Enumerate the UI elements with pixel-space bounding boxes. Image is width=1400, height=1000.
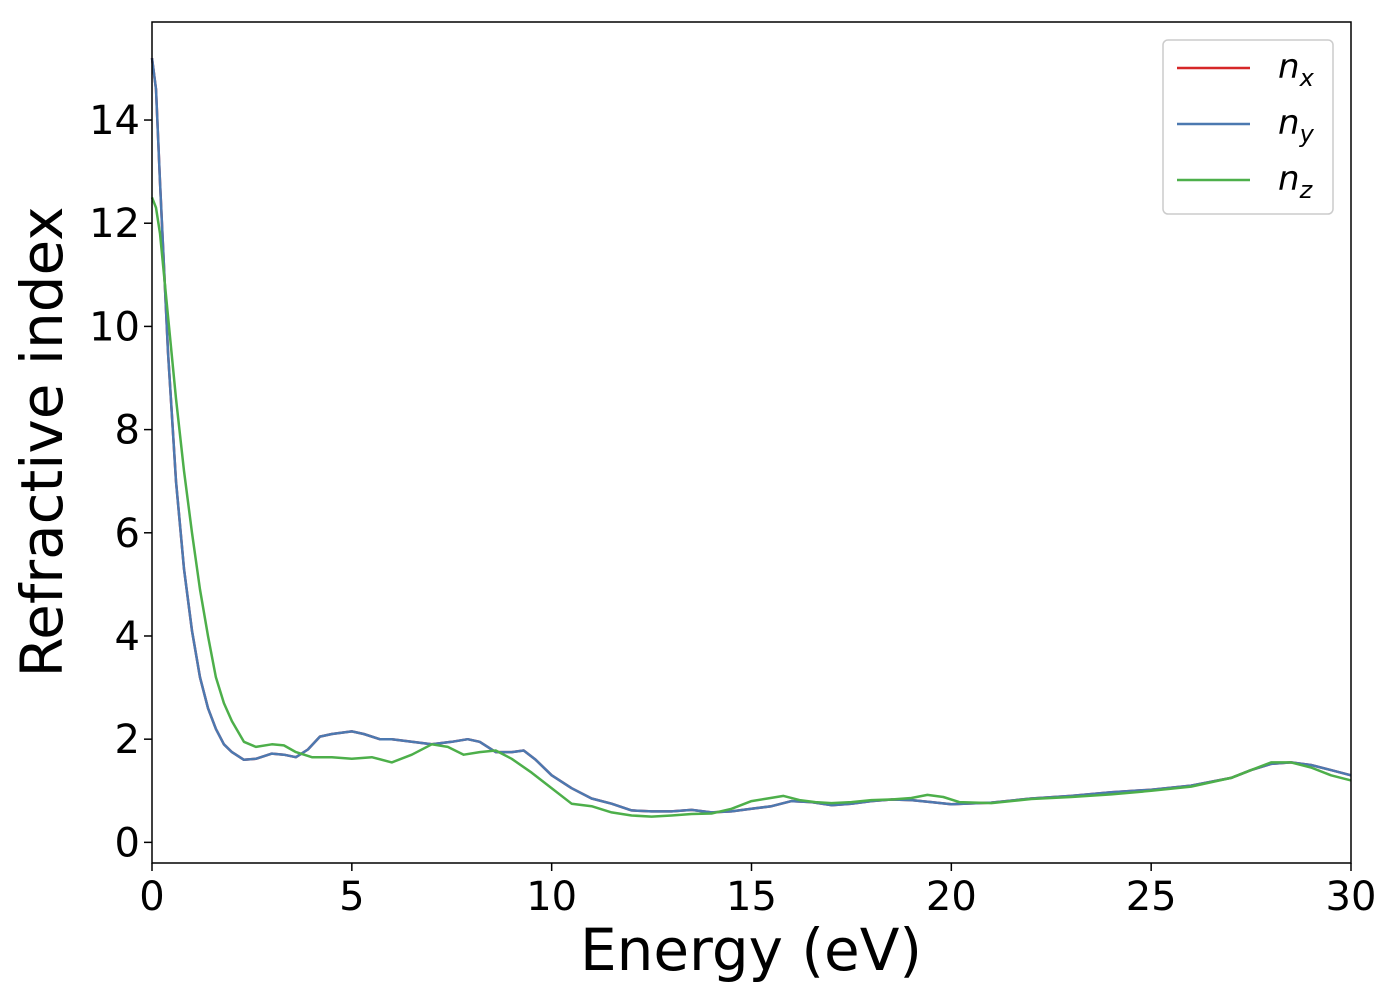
y-tick-label: 6 bbox=[115, 511, 140, 557]
y-axis-label: Refractive index bbox=[8, 206, 76, 677]
y-tick-label: 0 bbox=[115, 820, 140, 866]
plot-background bbox=[152, 22, 1351, 863]
x-tick-label: 5 bbox=[339, 874, 364, 920]
y-tick-label: 10 bbox=[89, 304, 140, 350]
legend-label-subscript: z bbox=[1299, 176, 1314, 204]
y-tick-label: 4 bbox=[115, 614, 140, 660]
x-axis-label: Energy (eV) bbox=[580, 916, 922, 984]
x-tick-label: 15 bbox=[726, 874, 777, 920]
series-layer bbox=[150, 57, 1352, 818]
x-tick-label: 30 bbox=[1326, 874, 1377, 920]
legend-label-y: ny bbox=[1278, 103, 1315, 148]
x-tick-label: 25 bbox=[1126, 874, 1177, 920]
legend-label-z: nz bbox=[1278, 159, 1314, 204]
legend-label-subscript: x bbox=[1299, 64, 1315, 92]
legend-label-base: n bbox=[1278, 159, 1300, 199]
legend-label-subscript: y bbox=[1299, 120, 1315, 148]
y-tick-label: 14 bbox=[89, 98, 140, 144]
legend-label-base: n bbox=[1278, 103, 1300, 143]
y-tick-label: 12 bbox=[89, 201, 140, 247]
y-tick-label: 8 bbox=[115, 408, 140, 454]
x-axis: 0 5 10 15 20 25 30 bbox=[139, 863, 1376, 920]
series-line-z bbox=[150, 196, 1352, 818]
y-axis: 0 2 4 6 8 10 12 14 bbox=[89, 98, 152, 866]
x-tick-label: 10 bbox=[526, 874, 577, 920]
x-tick-label: 20 bbox=[926, 874, 977, 920]
legend-box bbox=[1162, 39, 1334, 215]
legend-label-base: n bbox=[1278, 47, 1300, 87]
x-tick-label: 0 bbox=[139, 874, 164, 920]
y-tick-label: 2 bbox=[115, 717, 140, 763]
legend-label-x: nx bbox=[1278, 47, 1315, 92]
